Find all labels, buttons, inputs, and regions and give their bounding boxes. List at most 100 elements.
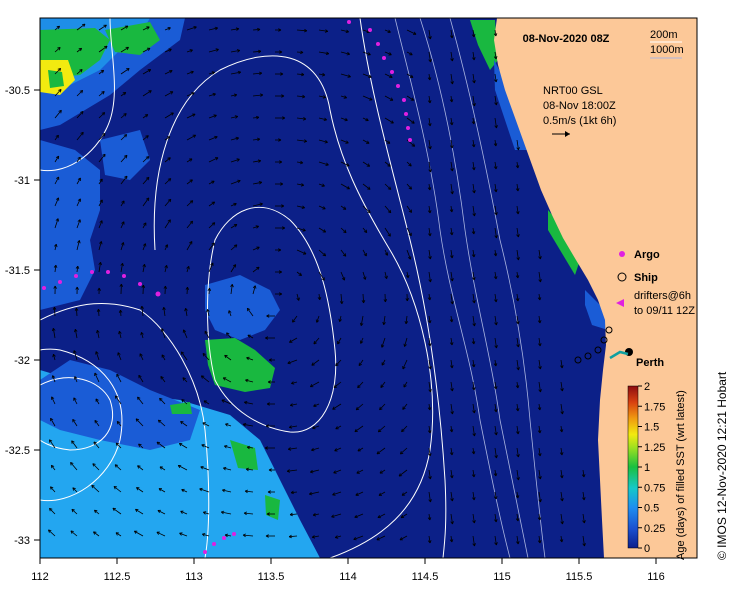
current-vector — [208, 27, 218, 31]
current-vector-head — [379, 470, 384, 474]
current-vector-head — [115, 395, 119, 399]
current-vector-head — [515, 518, 520, 522]
current-vector — [381, 359, 386, 366]
current-vector-head — [537, 407, 542, 411]
colorbar-tick-label: 0 — [644, 543, 650, 555]
current-vector — [92, 463, 100, 471]
current-vector — [406, 271, 409, 278]
depth-legend-200m: 200m — [650, 29, 678, 41]
current-vector — [96, 330, 100, 339]
current-vector-head — [412, 31, 417, 35]
current-vector — [54, 155, 60, 163]
current-vector-head — [471, 451, 476, 455]
current-vector — [362, 293, 364, 303]
current-vector-head — [409, 52, 413, 56]
current-vector-head — [74, 328, 78, 333]
current-vector-head — [471, 341, 476, 345]
current-vector-head — [222, 377, 227, 381]
current-vector — [472, 227, 475, 235]
current-vector-head — [346, 163, 350, 167]
current-vector — [494, 337, 497, 349]
current-vector — [450, 293, 453, 305]
current-vector-head — [472, 277, 476, 281]
current-vector-head — [266, 402, 270, 406]
current-vector — [186, 179, 193, 185]
current-vector — [72, 487, 78, 493]
current-vector-head — [368, 74, 372, 78]
current-vector — [142, 177, 150, 185]
land-western-australia — [494, 18, 697, 558]
current-vector — [186, 266, 190, 273]
current-vector-head — [291, 381, 295, 385]
sst-coastal-green-north — [470, 20, 498, 70]
current-vector — [230, 244, 238, 251]
current-vector-head — [494, 322, 498, 326]
current-vector — [252, 72, 262, 75]
current-vector-head — [191, 92, 195, 96]
current-vector — [406, 51, 413, 56]
current-vector-head — [159, 397, 163, 402]
current-vector-head — [408, 186, 412, 190]
current-vector-head — [353, 536, 357, 541]
current-vector — [494, 117, 497, 129]
current-vector-head — [494, 409, 498, 413]
current-vector — [406, 73, 414, 78]
current-vector-head — [428, 453, 432, 457]
current-vector — [120, 25, 129, 31]
current-vector-head — [164, 265, 168, 269]
current-vector — [230, 264, 237, 273]
current-vector — [95, 398, 100, 405]
current-vector — [398, 469, 408, 477]
current-vector-head — [79, 69, 83, 73]
current-vector-head — [493, 473, 498, 477]
current-vector — [472, 447, 475, 455]
current-vector — [296, 293, 300, 301]
current-vector — [310, 469, 320, 473]
current-vector — [406, 29, 417, 35]
current-vector — [98, 91, 105, 97]
current-vector-head — [377, 514, 381, 519]
current-vector — [164, 27, 171, 31]
current-vector-head — [211, 180, 215, 184]
current-vector — [288, 447, 298, 450]
current-vector — [494, 359, 497, 367]
current-vector — [494, 95, 497, 106]
current-vector-head — [268, 468, 272, 472]
current-vector-head — [559, 429, 564, 433]
current-vector — [70, 530, 78, 537]
current-vector — [98, 262, 101, 273]
current-vector — [120, 263, 123, 273]
current-vector-head — [346, 186, 350, 190]
current-vector-head — [223, 466, 227, 471]
current-vector — [208, 222, 216, 229]
current-vector — [362, 161, 370, 167]
current-vector — [310, 381, 320, 388]
current-vector — [494, 73, 497, 83]
current-vector-head — [100, 69, 105, 74]
current-vector-head — [427, 297, 432, 301]
current-vector-head — [246, 356, 250, 361]
y-tick-label: -31.5 — [5, 265, 30, 277]
current-vector — [287, 359, 298, 364]
current-vector-head — [143, 222, 147, 226]
current-vector — [230, 50, 240, 53]
current-vector-head — [516, 477, 520, 481]
current-vector — [76, 23, 86, 31]
current-vector-head — [141, 284, 146, 288]
current-vector — [93, 531, 100, 537]
current-vector — [54, 197, 59, 207]
current-vector — [428, 359, 431, 370]
current-vector — [296, 205, 305, 209]
current-vector-head — [72, 487, 76, 491]
current-vector — [94, 372, 100, 383]
current-vector-head — [401, 428, 405, 433]
current-vector — [356, 469, 364, 474]
current-vector — [54, 307, 56, 317]
current-vector — [358, 359, 364, 366]
current-vector-head — [54, 243, 58, 248]
current-vector-head — [146, 47, 151, 52]
current-vector — [252, 160, 261, 163]
current-vector — [207, 309, 210, 317]
current-vector-head — [516, 541, 520, 545]
current-vector — [428, 183, 431, 191]
